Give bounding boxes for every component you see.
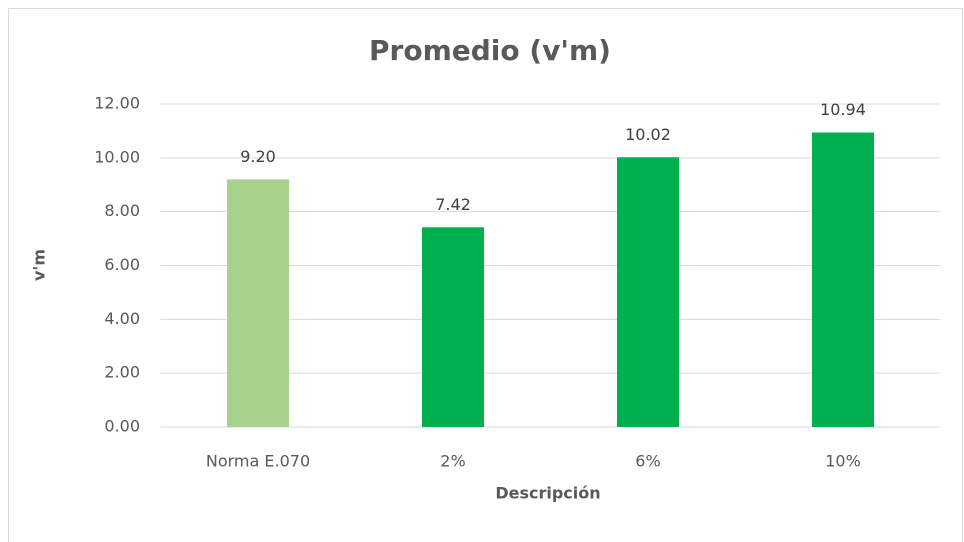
y-tick-label: 10.00 bbox=[94, 147, 140, 166]
bar bbox=[227, 179, 289, 427]
bar bbox=[422, 227, 484, 427]
bar bbox=[617, 157, 679, 428]
x-tick-label: 10% bbox=[825, 452, 861, 471]
x-tick-label: 6% bbox=[635, 452, 660, 471]
y-tick-label: 12.00 bbox=[94, 94, 140, 113]
data-label: 9.20 bbox=[240, 147, 276, 166]
chart-title: Promedio (v'm) bbox=[369, 34, 611, 67]
data-label: 10.02 bbox=[625, 125, 671, 144]
data-label: 10.94 bbox=[820, 100, 866, 119]
x-tick-label: 2% bbox=[440, 452, 465, 471]
y-tick-label: 6.00 bbox=[104, 255, 140, 274]
y-tick-label: 4.00 bbox=[104, 309, 140, 328]
y-tick-label: 8.00 bbox=[104, 201, 140, 220]
chart-frame bbox=[8, 8, 963, 542]
data-label: 7.42 bbox=[435, 195, 471, 214]
x-tick-label: Norma E.070 bbox=[206, 452, 310, 471]
x-axis-label: Descripción bbox=[495, 484, 600, 503]
y-tick-label: 0.00 bbox=[104, 417, 140, 436]
y-tick-label: 2.00 bbox=[104, 363, 140, 382]
y-axis-label: v'm bbox=[30, 249, 49, 281]
bar bbox=[812, 132, 874, 427]
